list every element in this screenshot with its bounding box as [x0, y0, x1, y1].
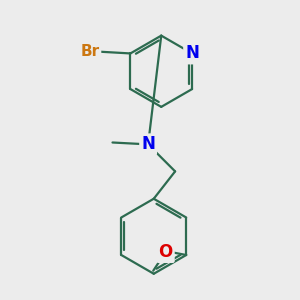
Text: N: N: [141, 135, 155, 153]
Text: N: N: [185, 44, 199, 62]
Text: O: O: [158, 243, 173, 261]
Text: Br: Br: [80, 44, 100, 59]
